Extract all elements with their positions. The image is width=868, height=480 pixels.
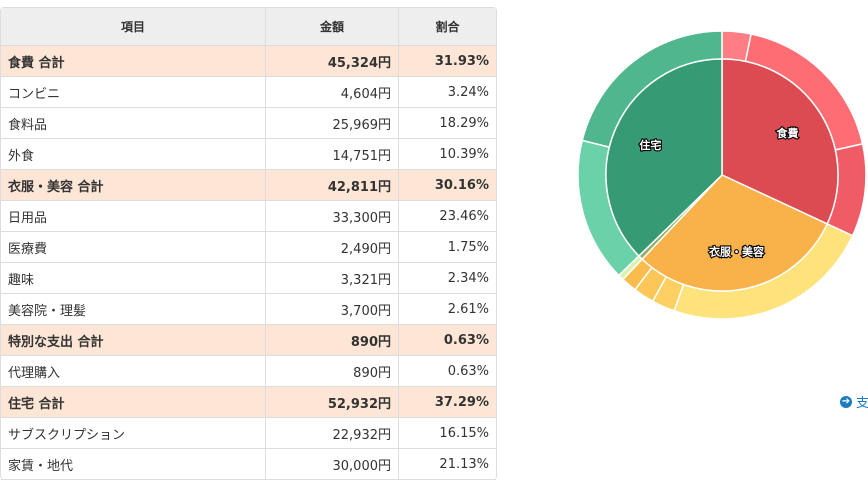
cell-label: 衣服・美容 合計: [1, 170, 266, 201]
cell-label: 家賃・地代: [1, 449, 266, 480]
expense-link[interactable]: ➔ 支: [840, 395, 868, 411]
cell-amount: 2,490円: [266, 232, 399, 263]
cell-amount: 3,321円: [266, 263, 399, 294]
cell-label: 趣味: [1, 263, 266, 294]
cell-pct: 18.29%: [399, 108, 496, 139]
cell-amount: 33,300円: [266, 201, 399, 232]
slice-label: 住宅: [639, 138, 661, 152]
category-total-row: 食費 合計 45,324円 31.93%: [1, 46, 496, 77]
table-row: 家賃・地代 30,000円 21.13%: [1, 449, 496, 480]
cell-label: 美容院・理髪: [1, 294, 266, 325]
inner-slice[interactable]: [721, 58, 839, 225]
cell-pct: 23.46%: [399, 201, 496, 232]
cell-label: 代理購入: [1, 356, 266, 387]
table-row: 医療費 2,490円 1.75%: [1, 232, 496, 263]
cell-pct: 10.39%: [399, 139, 496, 170]
cell-label: 特別な支出 合計: [1, 325, 266, 356]
cell-pct: 16.15%: [399, 418, 496, 449]
arrow-circle-right-icon: ➔: [840, 395, 852, 408]
column-header: 金額: [266, 8, 399, 46]
cell-pct: 37.29%: [399, 387, 496, 418]
cell-pct: 1.75%: [399, 232, 496, 263]
cell-label: サブスクリプション: [1, 418, 266, 449]
table-row: 外食 14,751円 10.39%: [1, 139, 496, 170]
cell-amount: 45,324円: [266, 46, 399, 77]
cell-label: 医療費: [1, 232, 266, 263]
cell-amount: 30,000円: [266, 449, 399, 480]
table-row: サブスクリプション 22,932円 16.15%: [1, 418, 496, 449]
category-total-row: 住宅 合計 52,932円 37.29%: [1, 387, 496, 418]
cell-amount: 42,811円: [266, 170, 399, 201]
table-row: 食料品 25,969円 18.29%: [1, 108, 496, 139]
cell-amount: 890円: [266, 356, 399, 387]
cell-pct: 3.24%: [399, 77, 496, 108]
cell-label: 住宅 合計: [1, 387, 266, 418]
inner-slice[interactable]: [641, 174, 829, 292]
cell-pct: 2.61%: [399, 294, 496, 325]
column-header: 項目: [1, 8, 266, 46]
cell-pct: 30.16%: [399, 170, 496, 201]
cell-amount: 14,751円: [266, 139, 399, 170]
table-row: コンビニ 4,604円 3.24%: [1, 77, 496, 108]
slice-label: 衣服・美容: [709, 244, 764, 258]
table-row: 代理購入 890円 0.63%: [1, 356, 496, 387]
cell-label: 食料品: [1, 108, 266, 139]
cell-pct: 31.93%: [399, 46, 496, 77]
cell-amount: 4,604円: [266, 77, 399, 108]
cell-amount: 22,932円: [266, 418, 399, 449]
cell-label: コンビニ: [1, 77, 266, 108]
cell-amount: 52,932円: [266, 387, 399, 418]
cell-amount: 25,969円: [266, 108, 399, 139]
category-total-row: 衣服・美容 合計 42,811円 30.16%: [1, 170, 496, 201]
expense-table: 項目 金額 割合 食費 合計 45,324円 31.93% コンビニ 4,604円 3.24% 食…: [0, 7, 497, 480]
cell-label: 外食: [1, 139, 266, 170]
table-row: 趣味 3,321円 2.34%: [1, 263, 496, 294]
slice-label: 食費: [777, 126, 799, 140]
cell-pct: 2.34%: [399, 263, 496, 294]
cell-pct: 0.63%: [399, 356, 496, 387]
inner-slice[interactable]: [605, 58, 723, 257]
table-row: 日用品 33,300円 23.46%: [1, 201, 496, 232]
cell-amount: 890円: [266, 325, 399, 356]
column-header: 割合: [399, 8, 496, 46]
cell-pct: 21.13%: [399, 449, 496, 480]
cell-label: 食費 合計: [1, 46, 266, 77]
category-total-row: 特別な支出 合計 890円 0.63%: [1, 325, 496, 356]
cell-amount: 3,700円: [266, 294, 399, 325]
table-row: 美容院・理髪 3,700円 2.61%: [1, 294, 496, 325]
cell-label: 日用品: [1, 201, 266, 232]
cell-pct: 0.63%: [399, 325, 496, 356]
